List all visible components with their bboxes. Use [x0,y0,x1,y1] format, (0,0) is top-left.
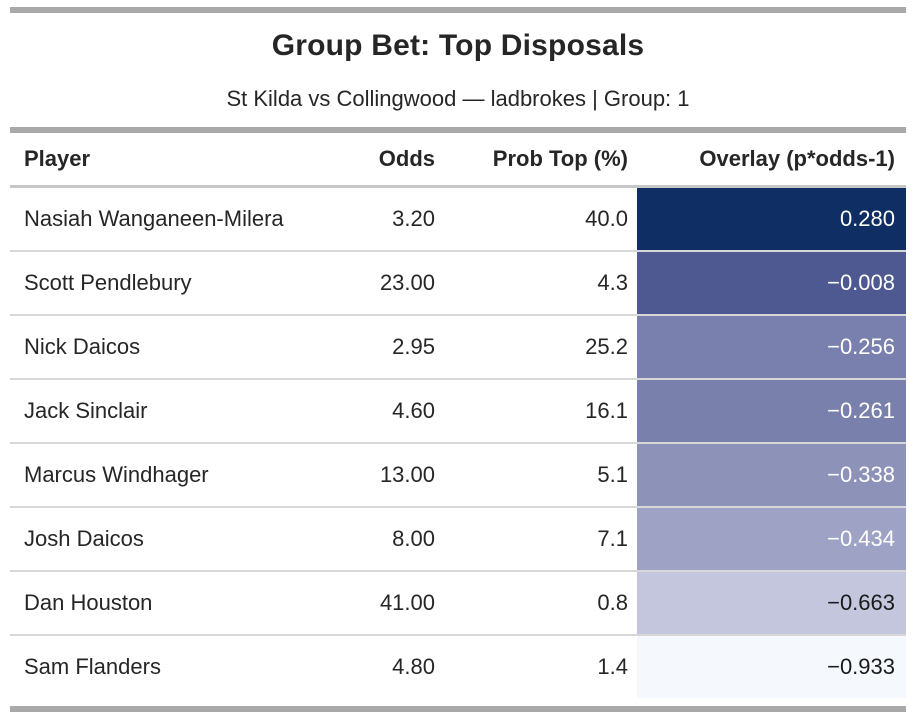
column-header-prob-top: Prob Top (%) [445,133,637,188]
odds-cell: 41.00 [350,571,445,636]
prob-top-cell: 7.1 [445,507,637,572]
player-name-cell: Josh Daicos [10,507,350,572]
overlay-heat-cell: −0.338 [637,443,906,508]
prob-top-cell: 0.8 [445,571,637,636]
bottom-rule [10,706,906,712]
odds-cell: 13.00 [350,443,445,508]
overlay-heat-cell: 0.280 [637,186,906,252]
player-name-cell: Nasiah Wanganeen-Milera [10,186,350,252]
overlay-heat-cell: −0.434 [637,507,906,572]
odds-table: Player Odds Prob Top (%) Overlay (p*odds… [10,133,906,698]
player-name-cell: Dan Houston [10,571,350,636]
overlay-heat-cell: −0.261 [637,379,906,444]
header-top-rule [10,127,906,133]
prob-top-cell: 5.1 [445,443,637,508]
table-row: Scott Pendlebury 23.00 4.3 −0.008 [10,251,906,316]
overlay-heat-cell: −0.663 [637,571,906,636]
overlay-heat-cell: −0.933 [637,635,906,698]
column-header-player: Player [10,133,350,188]
prob-top-cell: 16.1 [445,379,637,444]
table-row: Sam Flanders 4.80 1.4 −0.933 [10,635,906,698]
table-row: Marcus Windhager 13.00 5.1 −0.338 [10,443,906,508]
player-name-cell: Scott Pendlebury [10,251,350,316]
odds-cell: 23.00 [350,251,445,316]
table-row: Josh Daicos 8.00 7.1 −0.434 [10,507,906,572]
prob-top-cell: 1.4 [597,654,628,679]
top-rule [10,7,906,13]
prob-top-cell: 25.2 [445,315,637,380]
page-title: Group Bet: Top Disposals [271,29,645,62]
player-name-cell: Sam Flanders [24,654,161,679]
column-header-odds: Odds [350,133,445,188]
page-subtitle: St Kilda vs Collingwood — ladbrokes | Gr… [226,86,690,111]
table-row: Nasiah Wanganeen-Milera 3.20 40.0 0.280 [10,186,906,252]
overlay-heat-cell: −0.256 [637,315,906,380]
odds-cell: 8.00 [350,507,445,572]
overlay-heat-cell: −0.008 [637,251,906,316]
odds-cell: 4.80 [392,654,435,679]
table-row: Nick Daicos 2.95 25.2 −0.256 [10,315,906,380]
prob-top-cell: 4.3 [445,251,637,316]
player-name-cell: Nick Daicos [10,315,350,380]
table-row: Dan Houston 41.00 0.8 −0.663 [10,571,906,636]
table-row: Jack Sinclair 4.60 16.1 −0.261 [10,379,906,444]
odds-cell: 3.20 [350,186,445,252]
table-header-row: Player Odds Prob Top (%) Overlay (p*odds… [10,133,906,188]
player-name-cell: Jack Sinclair [10,379,350,444]
odds-cell: 2.95 [350,315,445,380]
odds-cell: 4.60 [350,379,445,444]
column-header-overlay: Overlay (p*odds-1) [637,133,906,188]
prob-top-cell: 40.0 [445,186,637,252]
player-name-cell: Marcus Windhager [10,443,350,508]
